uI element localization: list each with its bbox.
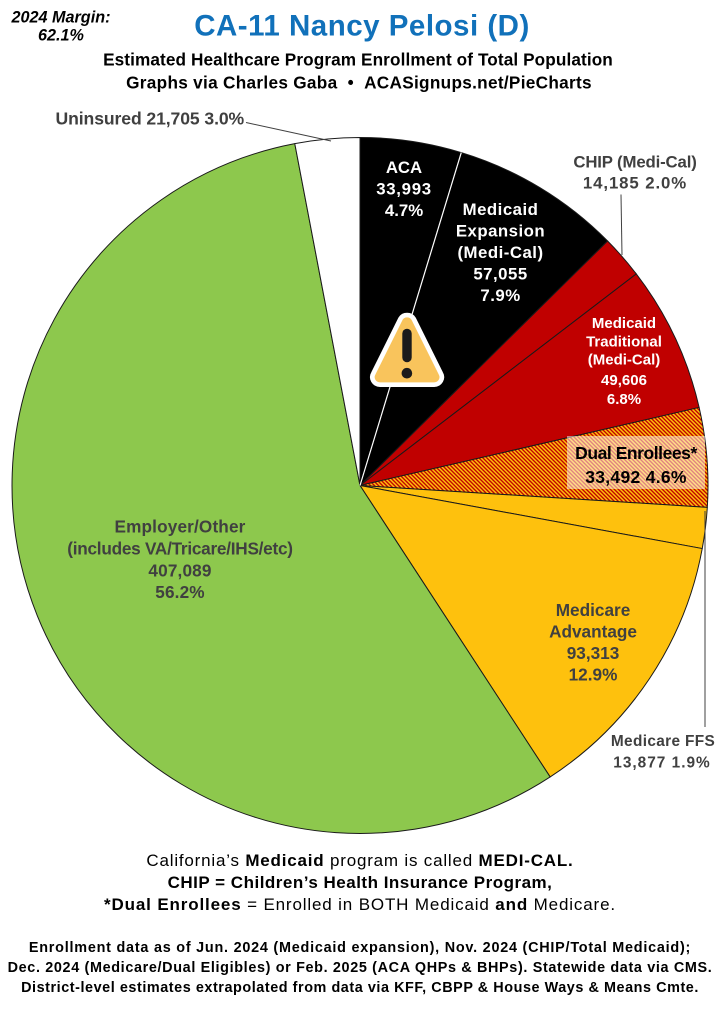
svg-text:ACA: ACA xyxy=(386,158,422,177)
svg-text:Uninsured 21,705 3.0%: Uninsured 21,705 3.0% xyxy=(56,109,245,129)
svg-text:49,606: 49,606 xyxy=(601,372,647,389)
svg-text:CHIP (Medi-Cal): CHIP (Medi-Cal) xyxy=(573,153,696,172)
svg-text:Medicaid: Medicaid xyxy=(463,200,539,219)
svg-text:Medicaid: Medicaid xyxy=(592,315,656,332)
svg-text:33,993: 33,993 xyxy=(376,180,432,199)
svg-text:Medicare FFS: Medicare FFS xyxy=(611,733,715,750)
svg-text:56.2%: 56.2% xyxy=(155,582,204,602)
svg-text:57,055: 57,055 xyxy=(473,265,527,284)
svg-text:Estimated Healthcare Program E: Estimated Healthcare Program Enrollment … xyxy=(103,50,613,70)
svg-text:6.8%: 6.8% xyxy=(607,391,641,408)
svg-text:33,492 4.6%: 33,492 4.6% xyxy=(585,467,687,487)
svg-text:12.9%: 12.9% xyxy=(569,664,618,684)
svg-text:62.1%: 62.1% xyxy=(38,26,84,44)
svg-text:(includes VA/Tricare/IHS/etc): (includes VA/Tricare/IHS/etc) xyxy=(67,539,293,559)
svg-text:14,185 2.0%: 14,185 2.0% xyxy=(583,174,687,193)
svg-text:Medicare: Medicare xyxy=(556,600,631,620)
svg-text:4.7%: 4.7% xyxy=(385,201,423,220)
svg-text:7.9%: 7.9% xyxy=(480,286,520,305)
svg-text:Dual Enrollees*: Dual Enrollees* xyxy=(575,443,697,463)
svg-text:(Medi-Cal): (Medi-Cal) xyxy=(457,243,543,262)
svg-text:Traditional: Traditional xyxy=(586,334,662,351)
svg-text:2024 Margin:: 2024 Margin: xyxy=(11,9,111,27)
svg-text:13,877 1.9%: 13,877 1.9% xyxy=(613,755,710,772)
svg-text:CA-11 Nancy Pelosi (D): CA-11 Nancy Pelosi (D) xyxy=(194,10,530,43)
svg-text:93,313: 93,313 xyxy=(567,643,620,663)
svg-text:Advantage: Advantage xyxy=(549,622,637,642)
svg-text:Expansion: Expansion xyxy=(456,222,545,241)
svg-text:Employer/Other: Employer/Other xyxy=(114,517,245,537)
svg-text:(Medi-Cal): (Medi-Cal) xyxy=(588,352,661,369)
svg-text:407,089: 407,089 xyxy=(148,560,211,580)
svg-text:Graphs via Charles Gaba • AC: Graphs via Charles Gaba • ACASignups.net… xyxy=(126,73,592,93)
